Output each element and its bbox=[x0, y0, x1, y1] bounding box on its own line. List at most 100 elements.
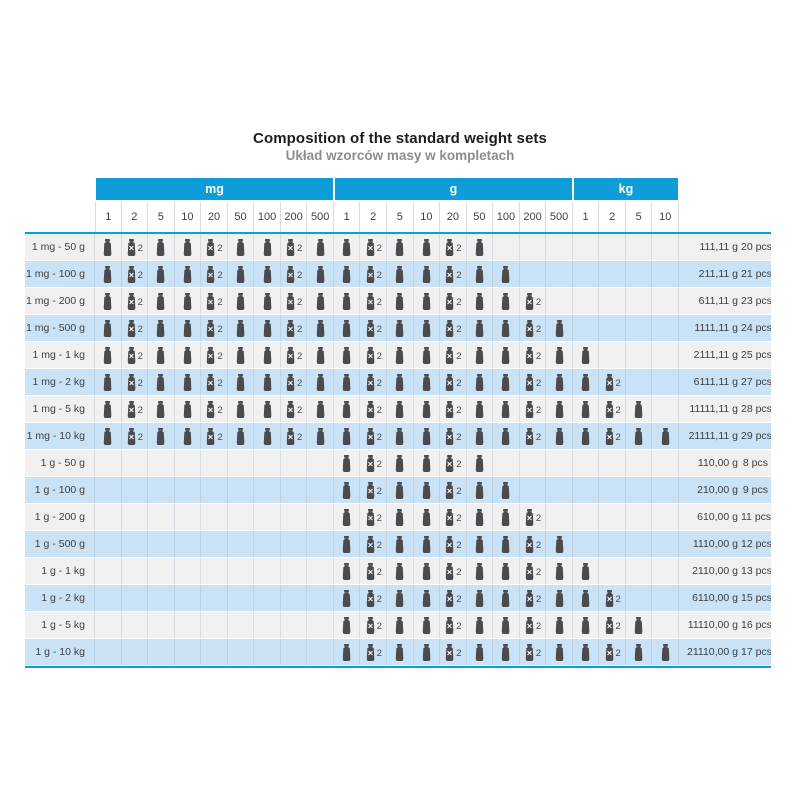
x2-count-label: 2 bbox=[296, 324, 303, 336]
weight-x2-icon: 2 bbox=[285, 319, 303, 337]
weight-x2-icon: 2 bbox=[444, 373, 462, 391]
weight-cell: 2 bbox=[440, 369, 467, 395]
weight-icon bbox=[500, 562, 511, 580]
weight-x2-icon: 2 bbox=[524, 427, 541, 445]
weight-icon bbox=[421, 265, 432, 283]
x2-count-label: 2 bbox=[376, 486, 382, 498]
x2-count-label: 2 bbox=[376, 621, 382, 633]
empty-cell bbox=[227, 477, 255, 503]
weight-cell bbox=[546, 342, 573, 368]
empty-cell bbox=[227, 612, 255, 638]
weight-icon bbox=[421, 508, 432, 526]
total-pieces: 23 pcs bbox=[741, 295, 771, 307]
x2-count-label: 2 bbox=[137, 351, 143, 363]
weight-x2-icon: 2 bbox=[285, 238, 302, 256]
weight-cell bbox=[95, 234, 122, 260]
empty-cell bbox=[254, 558, 281, 584]
weight-cell bbox=[307, 396, 334, 422]
x2-count-label: 2 bbox=[456, 513, 462, 525]
empty-cell bbox=[652, 234, 680, 260]
weight-cell bbox=[572, 585, 600, 611]
unit-group-g: g bbox=[334, 178, 572, 200]
weight-cell: 2 bbox=[360, 261, 388, 287]
empty-cell bbox=[519, 234, 547, 260]
weight-cell bbox=[493, 531, 520, 557]
weight-x2-icon: 2 bbox=[126, 373, 143, 391]
weight-cell: 2 bbox=[599, 639, 626, 665]
weight-icon bbox=[474, 400, 485, 418]
weight-icon bbox=[554, 346, 565, 364]
weight-cell: 2 bbox=[519, 504, 547, 530]
weight-icon bbox=[500, 400, 511, 418]
empty-cell bbox=[121, 585, 149, 611]
unit-group-kg: kg bbox=[573, 178, 679, 200]
x2-count-label: 2 bbox=[535, 594, 542, 606]
weight-icon bbox=[182, 400, 193, 418]
page-subtitle: Układ wzorców masy w kompletach bbox=[285, 148, 515, 163]
weight-cell: 2 bbox=[440, 234, 467, 260]
weight-icon bbox=[341, 373, 352, 391]
weight-x2-icon: 2 bbox=[604, 427, 621, 445]
empty-cell bbox=[307, 450, 334, 476]
weight-x2-icon: 2 bbox=[365, 481, 382, 499]
weight-cell bbox=[174, 234, 202, 260]
x2-count-label: 2 bbox=[456, 540, 462, 552]
empty-cell bbox=[148, 585, 175, 611]
weight-cell bbox=[466, 558, 494, 584]
weight-cell bbox=[546, 558, 573, 584]
weight-icon bbox=[394, 427, 405, 445]
empty-cell bbox=[652, 288, 680, 314]
weight-icon bbox=[262, 292, 273, 310]
weight-x2-icon: 2 bbox=[604, 400, 621, 418]
weight-icon bbox=[341, 346, 352, 364]
weight-icon bbox=[155, 238, 166, 256]
x2-count-label: 2 bbox=[376, 648, 382, 660]
weight-icon bbox=[102, 346, 113, 364]
total-pieces: 8 pcs bbox=[742, 457, 768, 469]
weight-cell bbox=[572, 423, 600, 449]
empty-cell bbox=[254, 531, 281, 557]
weight-cell: 2 bbox=[519, 423, 547, 449]
weight-icon bbox=[500, 535, 511, 553]
weight-cell: 2 bbox=[280, 234, 308, 260]
weight-cell bbox=[387, 423, 414, 449]
x2-count-label: 2 bbox=[456, 405, 462, 417]
x2-count-label: 2 bbox=[137, 297, 143, 309]
weight-x2-icon: 2 bbox=[365, 373, 382, 391]
weight-cell bbox=[572, 558, 600, 584]
weight-icon bbox=[155, 319, 166, 337]
weight-cell bbox=[466, 639, 494, 665]
weight-cell bbox=[333, 315, 361, 341]
weight-cell bbox=[572, 396, 600, 422]
empty-cell bbox=[307, 531, 334, 557]
weight-x2-icon: 2 bbox=[524, 292, 541, 310]
weight-x2-icon: 2 bbox=[524, 346, 541, 364]
x2-count-label: 2 bbox=[615, 405, 621, 417]
weight-cell bbox=[148, 423, 175, 449]
weight-cell: 2 bbox=[440, 639, 467, 665]
weight-x2-icon: 2 bbox=[365, 589, 382, 607]
weight-cell: 2 bbox=[360, 504, 388, 530]
weight-x2-icon: 2 bbox=[444, 346, 462, 364]
weight-cell: 2 bbox=[280, 315, 308, 341]
row-range-label: 1 g - 200 g bbox=[25, 504, 95, 530]
weight-x2-icon: 2 bbox=[365, 616, 382, 634]
weight-cell bbox=[333, 585, 361, 611]
weight-icon bbox=[341, 400, 352, 418]
x2-count-label: 2 bbox=[535, 621, 542, 633]
row-range-label: 1 g - 2 kg bbox=[25, 585, 95, 611]
weight-icon bbox=[182, 238, 193, 256]
weight-cell bbox=[466, 261, 494, 287]
weight-x2-icon: 2 bbox=[126, 265, 143, 283]
empty-cell bbox=[201, 639, 228, 665]
column-header: 1 bbox=[95, 202, 122, 232]
weight-icon bbox=[262, 265, 273, 283]
weight-cell: 2 bbox=[121, 396, 149, 422]
weight-cell bbox=[95, 315, 122, 341]
weight-cell bbox=[333, 423, 361, 449]
weight-icon bbox=[235, 292, 246, 310]
weight-cell: 2 bbox=[360, 531, 388, 557]
weight-cell bbox=[493, 504, 520, 530]
weight-cell bbox=[307, 423, 334, 449]
weight-x2-icon: 2 bbox=[285, 292, 302, 310]
